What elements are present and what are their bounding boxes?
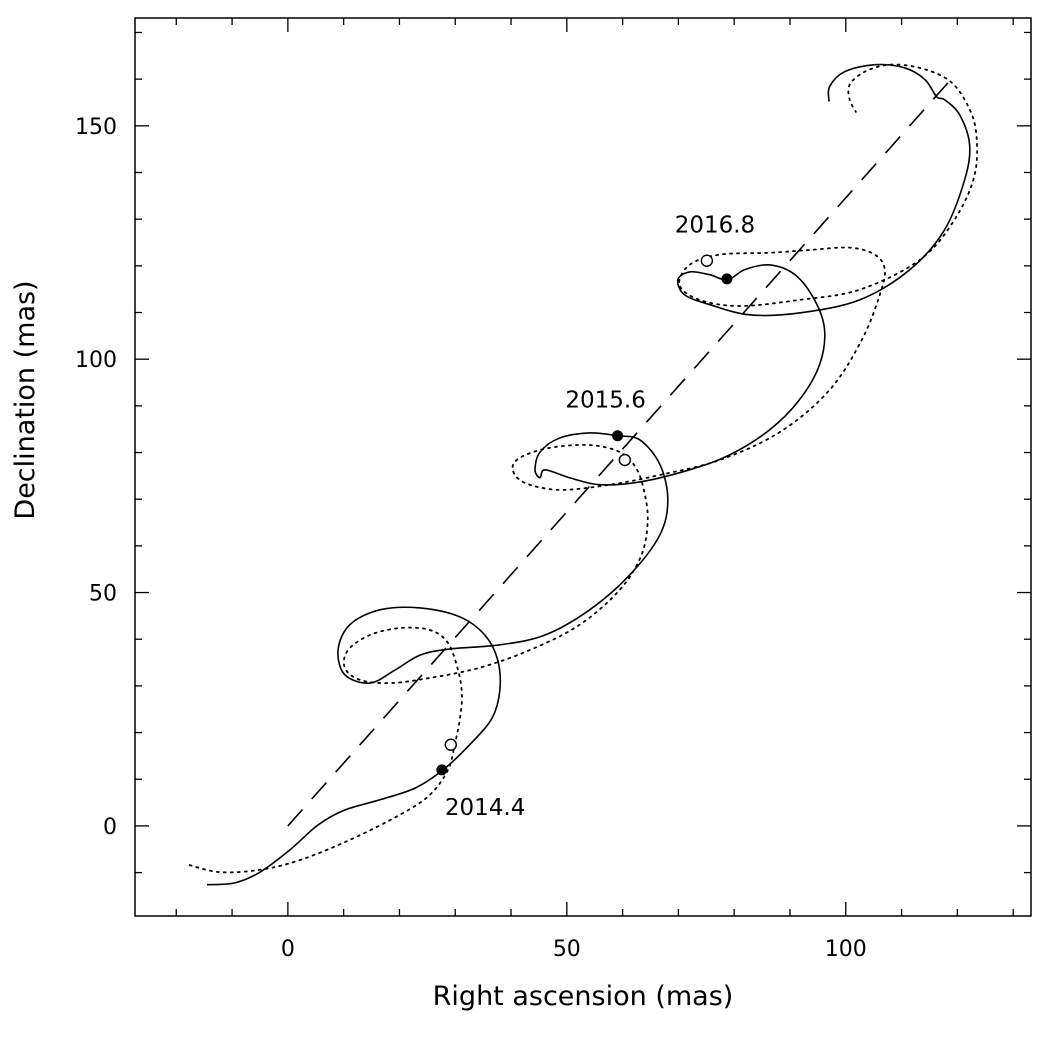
open-epoch-marker: [700, 254, 714, 267]
x-axis-title: Right ascension (mas): [433, 981, 734, 1012]
dashed-series-line: [287, 82, 949, 827]
solid-series-line: [206, 63, 971, 886]
y-tick-label: 50: [89, 582, 117, 607]
x-tick-label: 100: [825, 937, 867, 962]
y-tick-label: 100: [75, 348, 117, 373]
y-axis-title: Declination (mas): [10, 280, 41, 519]
series-group: [188, 63, 979, 886]
axis-ticks: 0 50 100 0 50 100 150: [75, 18, 1031, 962]
y-tick-label: 0: [103, 815, 117, 840]
markers-group: 2014.4 2015.6 2016.8: [436, 213, 755, 821]
x-tick-label: 50: [553, 937, 581, 962]
filled-epoch-marker: [721, 273, 733, 285]
open-epoch-marker: [444, 738, 457, 751]
epoch-label: 2015.6: [565, 388, 645, 414]
x-tick-label: 0: [281, 937, 295, 962]
dotted-series-line: [188, 63, 979, 874]
plot-frame: [134, 17, 1032, 917]
y-tick-label: 150: [75, 115, 117, 140]
filled-epoch-marker: [436, 764, 448, 776]
epoch-label: 2014.4: [445, 795, 525, 821]
epoch-label: 2016.8: [675, 213, 755, 239]
filled-epoch-marker: [612, 430, 624, 442]
open-epoch-marker: [618, 453, 632, 467]
